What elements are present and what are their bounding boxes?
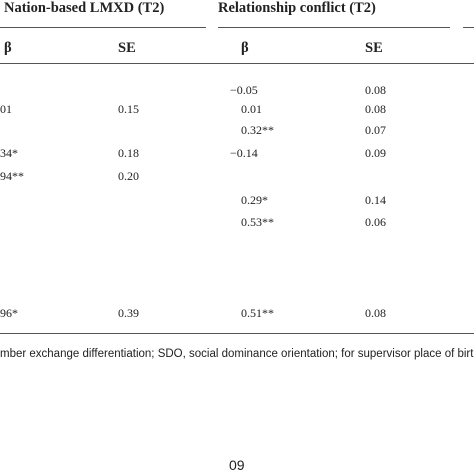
group-header: Nation-based LMXD (T2) [4, 0, 165, 16]
table-cell: 0.39 [118, 306, 139, 320]
table-cell: −0.14 [230, 146, 258, 160]
table-cell: −0.05 [230, 83, 258, 97]
table-cell: 0.01 [241, 102, 262, 116]
table-cell: 0.32** [241, 123, 274, 137]
footnote: mber exchange differentiation; SDO, soci… [0, 348, 474, 360]
table-cell: 0.09 [365, 146, 386, 160]
table-cell: 0.06 [365, 215, 386, 229]
table-cell: 34* [0, 146, 18, 160]
table-bottom-rule [0, 333, 474, 334]
table-cell: 94** [0, 169, 24, 183]
group-rule [0, 27, 206, 28]
table-cell: 0.08 [365, 306, 386, 320]
table-cell: 0.51** [241, 306, 274, 320]
table-cell: 0.08 [365, 102, 386, 116]
column-header: β [241, 40, 249, 56]
table-cell: 0.53** [241, 215, 274, 229]
column-header: SE [365, 40, 383, 56]
table-cell: 0.15 [118, 102, 139, 116]
table-cell: 0.08 [365, 83, 386, 97]
table-cell: 01 [0, 102, 12, 116]
table-cell: 0.18 [118, 146, 139, 160]
group-header: Relationship conflict (T2) [218, 0, 376, 16]
table-cell: 0.07 [365, 123, 386, 137]
table-cell: 96* [0, 306, 18, 320]
table-cell: 0.14 [365, 193, 386, 207]
header-rule [0, 63, 474, 64]
column-header: SE [118, 40, 136, 56]
group-rule [218, 27, 450, 28]
table-cell: 0.29* [241, 193, 268, 207]
group-rule [463, 27, 474, 28]
table-cell: 0.20 [118, 169, 139, 183]
page-number: 09 [229, 457, 245, 473]
column-header: β [4, 40, 12, 56]
